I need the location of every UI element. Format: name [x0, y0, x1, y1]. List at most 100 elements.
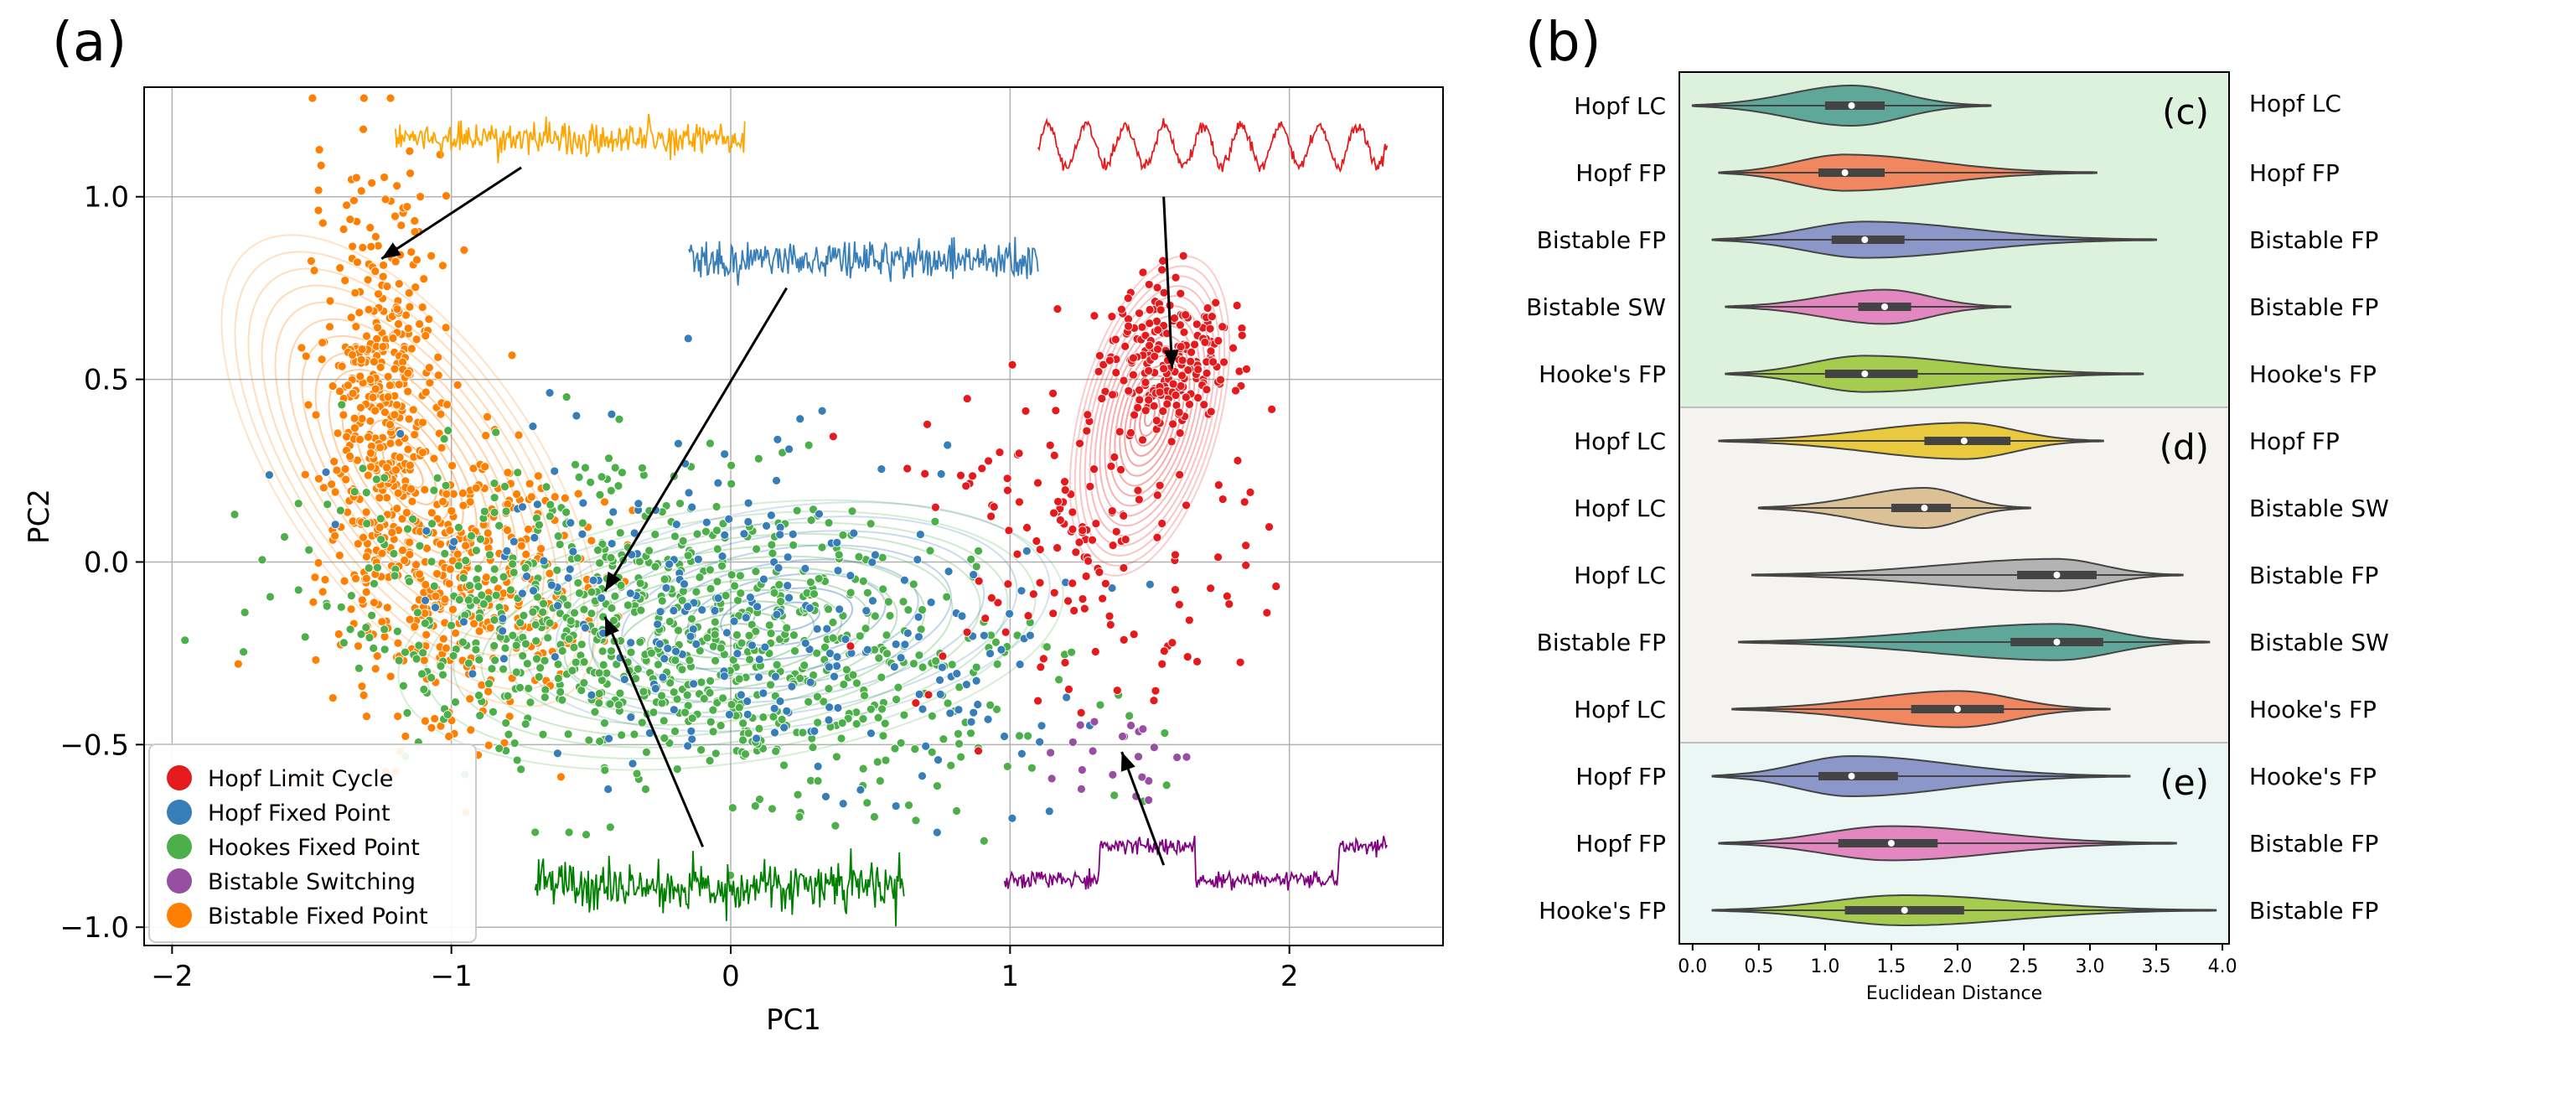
- data-point: [489, 575, 499, 584]
- data-point: [348, 350, 357, 360]
- data-point: [619, 675, 629, 684]
- data-point: [520, 719, 530, 729]
- data-point: [1094, 567, 1104, 577]
- data-point: [615, 688, 625, 698]
- data-point: [824, 604, 833, 614]
- data-point: [391, 256, 401, 267]
- data-point: [680, 707, 690, 718]
- data-point: [516, 764, 526, 774]
- data-point: [677, 665, 687, 675]
- data-point: [440, 549, 450, 558]
- row-label-left: Bistable FP: [1537, 629, 1666, 656]
- data-point: [516, 541, 526, 551]
- data-point: [463, 658, 473, 668]
- data-point: [411, 334, 422, 345]
- data-point: [609, 615, 618, 625]
- data-point: [545, 618, 555, 628]
- data-point: [458, 573, 468, 583]
- data-point: [819, 697, 829, 707]
- data-point: [590, 707, 600, 717]
- data-point: [578, 498, 588, 508]
- data-point: [385, 671, 396, 681]
- data-point: [402, 708, 412, 718]
- data-point: [309, 266, 319, 276]
- data-point: [1176, 320, 1185, 330]
- data-point: [737, 638, 747, 648]
- data-point: [660, 733, 670, 743]
- data-point: [471, 546, 481, 556]
- data-point: [417, 669, 427, 679]
- data-point: [359, 691, 369, 700]
- data-point: [358, 464, 368, 474]
- data-point: [1150, 351, 1160, 361]
- legend-label: Bistable Switching: [208, 869, 416, 895]
- data-point: [833, 566, 843, 576]
- data-point: [899, 710, 909, 720]
- data-point: [1144, 395, 1154, 405]
- data-point: [706, 583, 716, 593]
- violin-median: [1861, 236, 1869, 243]
- data-point: [1108, 541, 1118, 551]
- data-point: [838, 530, 848, 540]
- data-point: [1202, 368, 1212, 378]
- row-label-right: Hooke's FP: [2249, 763, 2377, 790]
- data-point: [1123, 293, 1133, 303]
- data-point: [898, 597, 908, 607]
- data-point: [445, 564, 455, 574]
- data-point: [649, 707, 659, 718]
- data-point: [293, 499, 303, 509]
- data-point: [503, 691, 513, 701]
- data-point: [933, 781, 942, 791]
- legend-box: [148, 743, 477, 943]
- data-point: [1098, 593, 1108, 604]
- legend-label: Bistable Fixed Point: [208, 904, 428, 930]
- data-point: [528, 607, 538, 617]
- data-point: [368, 392, 378, 402]
- data-point: [716, 643, 726, 653]
- data-point: [318, 483, 328, 493]
- data-point: [370, 406, 380, 416]
- data-point: [1015, 660, 1025, 670]
- data-point: [938, 651, 948, 661]
- data-point: [1068, 578, 1078, 588]
- data-point: [553, 601, 562, 610]
- data-point: [871, 550, 880, 560]
- data-point: [1120, 535, 1130, 545]
- data-point: [564, 827, 574, 837]
- data-point: [787, 681, 797, 692]
- row-label-right: Hopf FP: [2249, 159, 2340, 187]
- data-point: [310, 572, 320, 583]
- data-point: [1170, 313, 1179, 323]
- data-point: [918, 662, 928, 672]
- data-point: [1091, 519, 1101, 529]
- data-point: [691, 640, 701, 649]
- data-point: [406, 484, 416, 494]
- data-point: [429, 453, 439, 464]
- data-point: [597, 472, 607, 482]
- data-point: [366, 448, 375, 458]
- data-point: [1067, 647, 1077, 657]
- data-point: [792, 505, 802, 515]
- data-point: [430, 714, 440, 723]
- data-point: [1182, 500, 1191, 510]
- data-point: [760, 642, 770, 652]
- data-point: [1015, 731, 1024, 741]
- data-point: [361, 623, 371, 633]
- data-point: [685, 655, 695, 666]
- data-point: [1199, 400, 1209, 410]
- data-point: [353, 539, 363, 549]
- data-point: [438, 634, 448, 644]
- data-point: [773, 434, 783, 444]
- data-point: [686, 726, 696, 736]
- data-point: [683, 602, 692, 612]
- data-point: [422, 629, 432, 640]
- data-point: [1208, 357, 1218, 367]
- data-point: [741, 749, 750, 759]
- data-point: [545, 388, 555, 398]
- data-point: [1005, 609, 1015, 619]
- data-point: [789, 540, 799, 550]
- data-point: [824, 518, 834, 528]
- data-point: [503, 526, 512, 535]
- data-point: [280, 532, 289, 541]
- data-point: [300, 469, 310, 479]
